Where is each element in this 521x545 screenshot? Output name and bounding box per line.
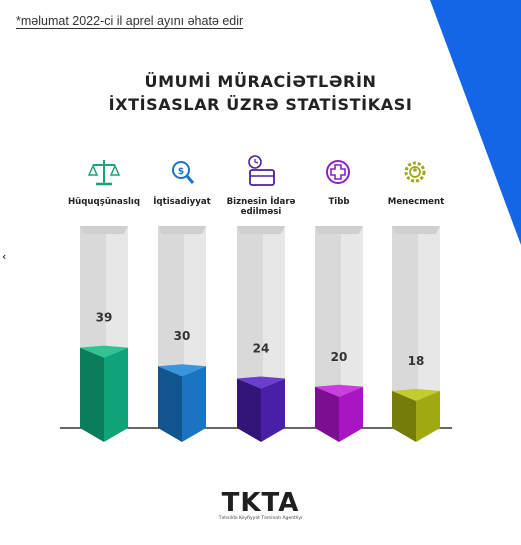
bar-top-face-category-1 bbox=[80, 345, 128, 358]
panel-top-category-4 bbox=[315, 226, 363, 234]
category-label-category-5: Menecment bbox=[388, 197, 444, 207]
finance-magnifier-icon: $ bbox=[172, 161, 195, 184]
bar-top-face-category-2 bbox=[158, 364, 206, 377]
panel-top-category-3 bbox=[237, 226, 285, 234]
category-label-category-1: Hüquqşünaslıq bbox=[68, 197, 140, 207]
value-label-category-5: 18 bbox=[408, 354, 425, 368]
panel-top-category-2 bbox=[158, 226, 206, 234]
medical-cross-icon bbox=[326, 160, 350, 184]
panel-left-category-5 bbox=[392, 226, 418, 428]
gear-people-icon bbox=[404, 161, 426, 183]
bar-left-face-category-5 bbox=[392, 390, 416, 442]
bar-left-face-category-1 bbox=[80, 347, 104, 442]
bar-category-4 bbox=[315, 384, 363, 442]
bar-category-3 bbox=[237, 376, 285, 442]
footnote: *məlumat 2022-ci il aprel ayını əhatə ed… bbox=[16, 14, 244, 28]
bar-category-1 bbox=[80, 345, 128, 442]
bar-left-face-category-4 bbox=[315, 386, 339, 442]
bar-right-face-category-5 bbox=[416, 390, 440, 442]
chart-title-line-1: ÜMUMİ MÜRACİƏTLƏRİN bbox=[144, 72, 377, 91]
panel-left-category-4 bbox=[315, 226, 341, 428]
panel-right-category-4 bbox=[341, 226, 363, 428]
bar-top-face-category-5 bbox=[392, 388, 440, 401]
bar-top-face-category-3 bbox=[237, 376, 285, 389]
bar-top-face-category-4 bbox=[315, 384, 363, 397]
panel-top-category-5 bbox=[392, 226, 440, 234]
bar-left-face-category-3 bbox=[237, 378, 261, 442]
chart-title-line-2: İXTİSASLAR ÜZRƏ STATİSTİKASI bbox=[108, 95, 413, 114]
tkta-tagline: Təhsildə Keyfiyyət Təminatı Agentliyi bbox=[218, 516, 303, 521]
category-label-category-3: Biznesin İdarə bbox=[227, 196, 296, 207]
bar-right-face-category-2 bbox=[182, 366, 206, 442]
value-label-category-3: 24 bbox=[253, 342, 270, 356]
svg-text:$: $ bbox=[178, 167, 184, 177]
bar-right-face-category-1 bbox=[104, 347, 128, 442]
bar-category-5 bbox=[392, 388, 440, 442]
bar-right-face-category-4 bbox=[339, 386, 363, 442]
panel-right-category-5 bbox=[418, 226, 440, 428]
value-label-category-2: 30 bbox=[174, 329, 191, 343]
tkta-logo: TKTA bbox=[221, 488, 300, 518]
value-label-category-4: 20 bbox=[331, 350, 348, 364]
category-label-category-4: Tibb bbox=[328, 197, 349, 207]
value-label-category-1: 39 bbox=[96, 311, 113, 325]
category-label-category-3-line-2: edilməsi bbox=[241, 207, 282, 217]
category-label-category-2: İqtisadiyyat bbox=[153, 196, 211, 207]
bar-category-2 bbox=[158, 364, 206, 442]
scales-icon bbox=[87, 160, 121, 186]
bar-right-face-category-3 bbox=[261, 378, 285, 442]
panel-top-category-1 bbox=[80, 226, 128, 234]
briefcase-clock-icon bbox=[248, 155, 275, 186]
bar-left-face-category-2 bbox=[158, 366, 182, 442]
stray-mark: ‹ bbox=[2, 250, 7, 263]
